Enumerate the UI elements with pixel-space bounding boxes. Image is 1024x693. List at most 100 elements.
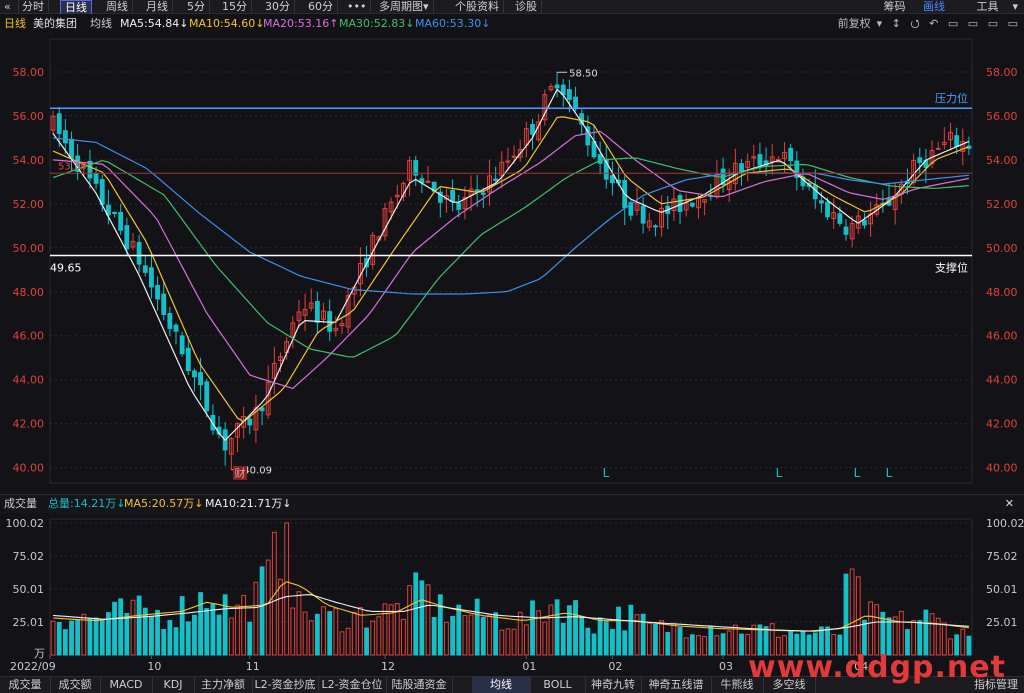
volume-bar	[266, 560, 270, 655]
price-tick-right: 48.00	[986, 286, 1018, 299]
indicator-tab[interactable]: KDJ	[152, 677, 195, 693]
tab-60min[interactable]: 60分	[304, 0, 338, 13]
indicator-tab[interactable]: 成交额	[50, 677, 101, 693]
volume-bar	[70, 621, 74, 655]
draw-line-button[interactable]: 画线	[923, 0, 945, 13]
close-icon[interactable]: ✕	[1005, 495, 1014, 513]
tab-15min[interactable]: 15分	[218, 0, 252, 13]
candle	[70, 139, 74, 158]
volume-bar	[88, 619, 92, 655]
price-tick-left: 48.00	[13, 286, 45, 299]
window-icon[interactable]: ▭	[968, 17, 978, 30]
volume-bar	[156, 610, 160, 655]
indicator-tab[interactable]: 主力净额	[194, 677, 253, 693]
price-gridlines	[50, 39, 972, 483]
volume-bar	[494, 613, 498, 655]
candle	[863, 220, 867, 225]
volume-bar	[322, 607, 326, 655]
candle	[531, 125, 535, 135]
chevron-down-icon: ▾	[877, 17, 883, 30]
volume-bar	[315, 614, 319, 655]
volume-bar	[63, 630, 67, 655]
volume-bar	[740, 634, 744, 655]
price-tick-left: 50.00	[13, 242, 45, 255]
volume-bar	[488, 615, 492, 655]
refresh-icon[interactable]: ⭯	[910, 17, 919, 30]
indicator-tab[interactable]: 成交量	[0, 677, 51, 693]
volume-bar	[500, 630, 504, 655]
double-chevron-left-icon[interactable]: «	[0, 0, 19, 13]
date-tick: 2022/09	[10, 660, 56, 673]
volume-bar	[180, 597, 184, 655]
volume-tick-right: 100.02	[986, 517, 1024, 530]
volume-bar	[592, 634, 596, 655]
candle	[119, 212, 123, 230]
more-periods-button[interactable]: •••	[343, 0, 371, 13]
volume-bar	[875, 605, 879, 655]
panel-icon[interactable]: ▭	[988, 17, 998, 30]
indicator-tab[interactable]: L2-资金抄底	[252, 677, 319, 693]
multi-period-chart-button[interactable]: 多周期图▾	[375, 0, 434, 13]
scale-icon[interactable]: ↕	[892, 17, 901, 30]
volume-bar	[684, 638, 688, 655]
adjust-dropdown[interactable]: 前复权 ▾	[832, 17, 883, 30]
low-label: 40.09	[243, 466, 272, 477]
ma-group-label[interactable]: 均线	[90, 14, 112, 34]
indicator-tab[interactable]: 神奇九转	[585, 677, 642, 693]
volume-bar	[199, 593, 203, 655]
tab-weekly[interactable]: 周线	[102, 0, 133, 13]
adjust-label: 前复权	[838, 17, 871, 30]
volume-bar	[531, 601, 535, 655]
undo-icon[interactable]: ↶	[929, 17, 938, 30]
candles	[51, 72, 971, 469]
indicator-tab[interactable]: 均线	[472, 677, 531, 693]
indicator-tab[interactable]: BOLL	[530, 677, 586, 693]
stock-profile-button[interactable]: 个股资料	[451, 0, 504, 13]
volume-bar	[402, 619, 406, 655]
candle	[94, 173, 98, 183]
diagnose-button[interactable]: 诊股	[511, 0, 542, 13]
fullscreen-icon[interactable]: ▭	[1008, 17, 1018, 30]
tab-monthly[interactable]: 月线	[142, 0, 173, 13]
volume-title: 成交量	[4, 495, 37, 513]
indicator-tab[interactable]: 神奇五线谱	[641, 677, 712, 693]
volume-bar	[426, 585, 430, 655]
candle	[918, 158, 922, 163]
volume-bar	[469, 615, 473, 655]
volume-total: 总量:14.21万↓	[48, 495, 125, 513]
chart-frame	[50, 39, 972, 483]
candle	[113, 212, 117, 213]
volume-bar	[715, 636, 719, 655]
tools-menu[interactable]: 工具▾	[962, 0, 1018, 13]
volume-bar	[518, 612, 522, 655]
tab-5min[interactable]: 5分	[183, 0, 210, 13]
price-tick-right: 56.00	[986, 110, 1018, 123]
volume-bar	[119, 599, 123, 655]
volume-bar	[512, 629, 516, 655]
volume-bar	[254, 582, 258, 655]
candle	[168, 313, 172, 328]
indicator-tab[interactable]: L2-资金仓位	[318, 677, 387, 693]
volume-bar	[205, 609, 209, 655]
layout-icon[interactable]: ▭	[948, 17, 958, 30]
volume-bar	[334, 609, 338, 655]
price-tick-left: 40.00	[13, 462, 45, 475]
volume-bar	[844, 574, 848, 655]
volume-bar	[57, 623, 61, 655]
tab-30min[interactable]: 30分	[261, 0, 295, 13]
indicator-tab[interactable]: MACD	[100, 677, 153, 693]
chip-distribution-button[interactable]: 筹码	[883, 0, 905, 13]
indicator-tab[interactable]: 陆股通资金	[386, 677, 453, 693]
tab-intraday[interactable]: 分时	[18, 0, 49, 13]
tab-daily[interactable]: 日线	[60, 0, 92, 15]
date-tick: 11	[246, 660, 260, 673]
price-tick-left: 58.00	[13, 66, 45, 79]
volume-bar	[617, 607, 621, 655]
volume-bar	[438, 595, 442, 655]
candle	[205, 382, 209, 411]
volume-bar	[709, 627, 713, 655]
multi-period-label: 多周期图	[379, 0, 423, 13]
volume-bar	[604, 622, 608, 655]
